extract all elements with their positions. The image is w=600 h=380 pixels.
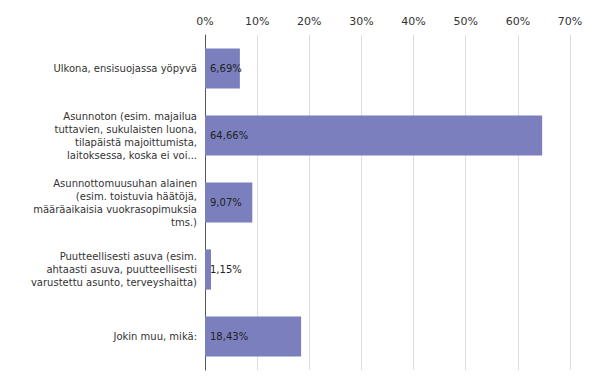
svg-text:20%: 20% [297,15,321,28]
svg-text:1,15%: 1,15% [210,264,242,275]
svg-text:10%: 10% [245,15,269,28]
svg-text:varustettu asunto, terveyshait: varustettu asunto, terveyshaitta) [31,277,197,288]
svg-text:tilapäistä majoittumista,: tilapäistä majoittumista, [75,137,197,148]
svg-text:ahtaasti asuva, puutteellisest: ahtaasti asuva, puutteellisesti [46,264,197,275]
svg-text:70%: 70% [558,15,582,28]
svg-text:tuttavien, sukulaisten luona,: tuttavien, sukulaisten luona, [54,124,197,135]
svg-text:Ulkona, ensisuojassa yöpyvä: Ulkona, ensisuojassa yöpyvä [53,63,197,74]
svg-text:18,43%: 18,43% [210,331,248,342]
svg-text:40%: 40% [401,15,425,28]
svg-text:6,69%: 6,69% [210,63,242,74]
svg-text:tms.): tms.) [171,217,197,228]
svg-text:Puutteellisesti asuva (esim.: Puutteellisesti asuva (esim. [60,251,197,262]
svg-text:Asunnoton (esim. majailua: Asunnoton (esim. majailua [63,111,197,122]
svg-text:9,07%: 9,07% [210,197,242,208]
svg-text:Jokin muu, mikä:: Jokin muu, mikä: [112,331,197,342]
svg-text:(esim. toistuvia häätöjä,: (esim. toistuvia häätöjä, [76,191,197,202]
svg-text:60%: 60% [506,15,530,28]
svg-text:määräaikaisia vuokrasopimuksia: määräaikaisia vuokrasopimuksia [33,204,197,215]
svg-text:0%: 0% [196,15,213,28]
svg-text:30%: 30% [349,15,373,28]
svg-text:Asunnottomuusuhan alainen: Asunnottomuusuhan alainen [53,178,197,189]
svg-text:laitoksessa, koska ei voi...: laitoksessa, koska ei voi... [67,150,197,161]
svg-text:50%: 50% [453,15,477,28]
svg-text:64,66%: 64,66% [210,130,248,141]
